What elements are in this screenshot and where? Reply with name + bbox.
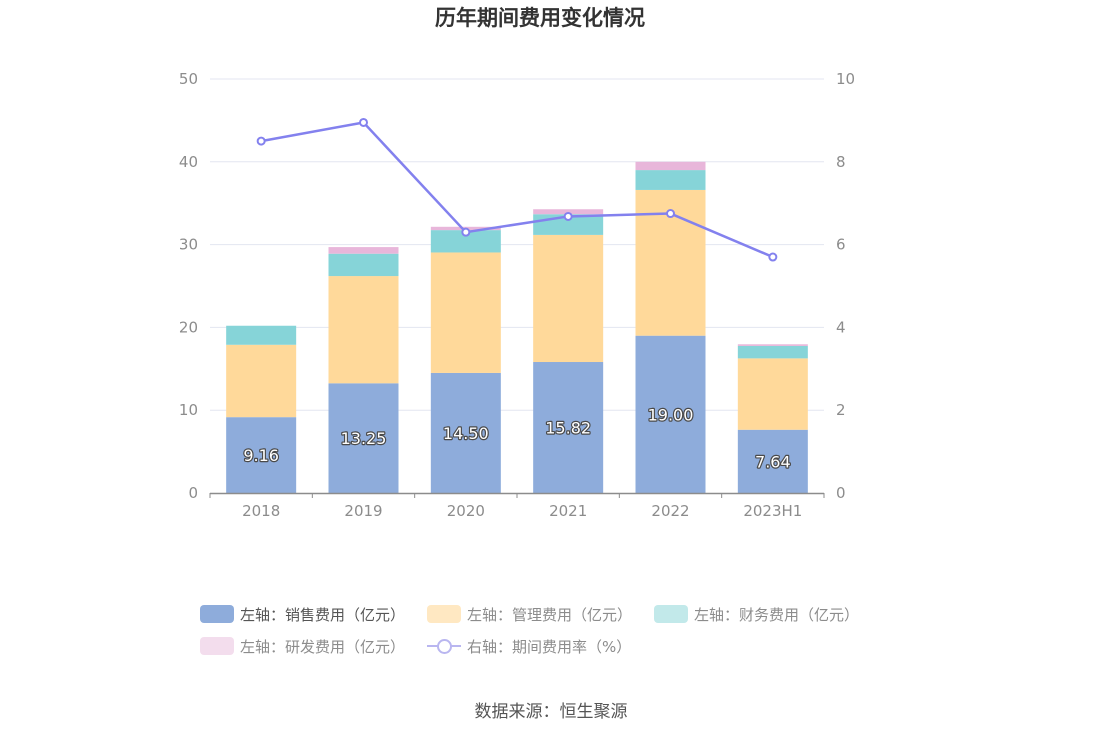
bar-2019-s1 — [328, 276, 399, 384]
legend-item-rate[interactable]: 右轴：期间费用率（%） — [427, 636, 631, 657]
bar-2020-s2 — [430, 230, 501, 253]
bar-2018-s1 — [226, 344, 297, 418]
rate-line — [256, 117, 778, 262]
legend-swatch-rate — [427, 637, 462, 655]
legend-label-rate: 右轴：期间费用率（%） — [467, 637, 632, 656]
bar-2021-s0 — [533, 362, 604, 493]
y-axis-left: 0 10 20 30 40 50 — [179, 70, 198, 502]
legend-item-rd[interactable]: 左轴：研发费用（亿元） — [200, 636, 405, 657]
bar-2021-s1 — [533, 234, 604, 363]
legend-row-1: 左轴：销售费用（亿元） 左轴：管理费用（亿元） 左轴：财务费用（亿元） — [200, 598, 920, 630]
bar-2019-s0 — [328, 383, 399, 493]
bar-label-2019: 13.25 — [341, 429, 387, 448]
legend-label-admin: 左轴：管理费用（亿元） — [467, 605, 633, 624]
legend-item-admin[interactable]: 左轴：管理费用（亿元） — [427, 604, 632, 625]
x-tick-2019: 2019 — [344, 502, 382, 520]
y-right-tick-2: 2 — [836, 401, 846, 419]
x-tick-2023H1: 2023H1 — [743, 502, 802, 520]
x-tick-2021: 2021 — [549, 502, 587, 520]
legend-swatch-sales — [200, 605, 234, 623]
bar-2018-s0 — [226, 417, 297, 493]
bar-label-2021: 15.82 — [545, 419, 591, 438]
legend-label-finance: 左轴：财务费用（亿元） — [694, 605, 860, 624]
y-left-tick-30: 30 — [179, 236, 198, 254]
bar-label-2020: 14.50 — [443, 424, 489, 443]
bar-2020-s1 — [430, 252, 501, 373]
x-axis: 2018 2019 2020 2021 2022 2023H1 — [209, 492, 825, 520]
bar-label-2023H1: 7.64 — [755, 452, 791, 471]
rate-point-2022 — [666, 209, 675, 219]
bar-2023H1-s0 — [737, 429, 808, 493]
legend: 左轴：销售费用（亿元） 左轴：管理费用（亿元） 左轴：财务费用（亿元） 左轴：研… — [200, 598, 920, 662]
y-left-tick-10: 10 — [179, 401, 198, 419]
rate-point-2019 — [359, 117, 368, 127]
legend-label-rd: 左轴：研发费用（亿元） — [240, 637, 406, 656]
y-left-tick-50: 50 — [179, 70, 198, 88]
legend-swatch-finance — [654, 605, 689, 623]
legend-item-sales[interactable]: 左轴：销售费用（亿元） — [200, 604, 405, 625]
y-axis-right: 0 2 4 6 8 10 — [836, 70, 855, 502]
legend-swatch-rd — [200, 637, 234, 655]
y-right-tick-10: 10 — [836, 70, 855, 88]
bar-2022-s2 — [635, 170, 706, 190]
rate-point-2023H1 — [768, 252, 778, 262]
bar-data-labels: 9.16 13.25 14.50 15.82 19.00 7.64 — [242, 404, 792, 472]
legend-item-finance[interactable]: 左轴：财务费用（亿元） — [654, 604, 859, 625]
bar-2018-s2 — [226, 325, 297, 345]
y-left-tick-20: 20 — [179, 318, 198, 336]
x-tick-2022: 2022 — [651, 502, 689, 520]
y-left-tick-40: 40 — [179, 153, 198, 171]
bar-2022-s0 — [635, 335, 706, 493]
legend-swatch-admin — [427, 605, 462, 623]
y-right-tick-8: 8 — [836, 153, 846, 171]
bar-label-2022: 19.00 — [648, 405, 694, 424]
chart-title: 历年期间费用变化情况 — [435, 6, 645, 30]
y-right-tick-6: 6 — [836, 236, 846, 254]
bar-2019-s2 — [328, 253, 399, 277]
rate-point-2021 — [563, 211, 573, 221]
bar-2023H1-s2 — [737, 345, 808, 359]
grid-lines — [210, 78, 824, 411]
rate-polyline — [260, 121, 774, 259]
y-right-tick-0: 0 — [836, 484, 846, 502]
bar-2023H1-s1 — [737, 358, 808, 430]
stacked-bars — [226, 161, 808, 493]
legend-row-2: 左轴：研发费用（亿元） 右轴：期间费用率（%） — [200, 630, 920, 662]
bar-2023H1-s3 — [737, 344, 808, 346]
bar-2021-s3 — [533, 209, 604, 215]
data-source: 数据来源：恒生聚源 — [474, 702, 628, 722]
bar-2019-s3 — [328, 247, 399, 254]
y-right-tick-4: 4 — [836, 318, 846, 336]
legend-label-sales: 左轴：销售费用（亿元） — [240, 605, 406, 624]
rate-point-2020 — [461, 227, 471, 237]
bar-2020-s0 — [430, 372, 501, 493]
bar-label-2018: 9.16 — [243, 446, 279, 465]
x-tick-2020: 2020 — [447, 502, 485, 520]
x-tick-2018: 2018 — [242, 502, 280, 520]
rate-point-2018 — [256, 136, 266, 146]
y-left-tick-0: 0 — [188, 484, 198, 502]
bar-2022-s3 — [635, 161, 706, 171]
